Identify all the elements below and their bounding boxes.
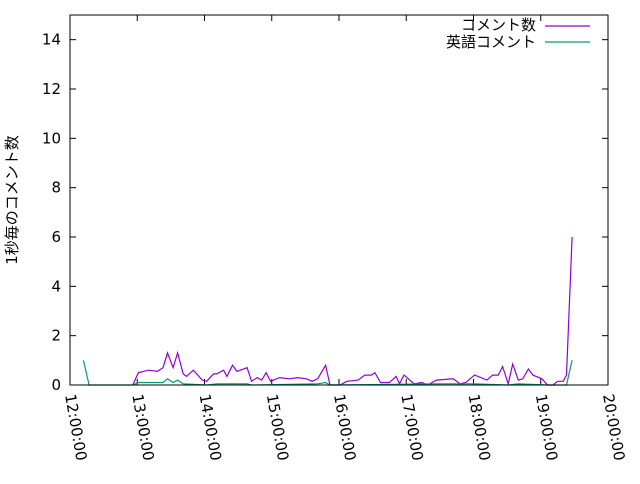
y-tick-label: 10 — [42, 129, 61, 147]
y-tick-label: 2 — [51, 327, 61, 345]
series-line-0 — [132, 236, 573, 387]
x-tick-label: 16:00:00 — [330, 393, 359, 462]
series-group — [82, 236, 573, 387]
y-tick-label: 6 — [51, 228, 61, 246]
plot-frame — [69, 14, 609, 386]
x-tick-label: 20:00:00 — [599, 393, 628, 462]
x-tick-label: 15:00:00 — [263, 393, 292, 462]
y-axis-label: 1秒毎のコメント数 — [3, 135, 21, 265]
x-tick-label: 12:00:00 — [61, 393, 90, 462]
x-tick-label: 19:00:00 — [532, 393, 561, 462]
y-tick-label: 4 — [51, 277, 61, 295]
y-tick-label: 12 — [42, 80, 61, 98]
x-tick-label: 17:00:00 — [397, 393, 426, 462]
axis-ticks: 0 2 4 6 8 10 12 14 12:00:00 13:00:00 14:00:00 15:00… — [42, 15, 628, 462]
x-tick-label: 18:00:00 — [465, 393, 494, 462]
y-tick-label: 8 — [51, 179, 61, 197]
x-tick-label: 14:00:00 — [196, 393, 225, 462]
legend: コメント数 英語コメント — [446, 16, 590, 51]
x-tick-label: 13:00:00 — [128, 393, 157, 462]
y-tick-label: 0 — [51, 376, 61, 394]
legend-label-1: 英語コメント — [446, 33, 536, 51]
y-tick-label: 14 — [42, 31, 61, 49]
legend-label-0: コメント数 — [461, 16, 536, 34]
